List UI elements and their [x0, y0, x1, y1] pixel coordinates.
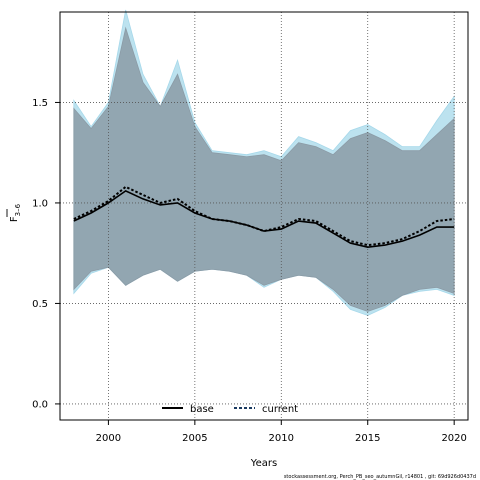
footer-credit: stockassessment.org, Perch_PB_seo_autumn…: [284, 474, 476, 480]
x-tick-label: 2010: [269, 433, 294, 444]
line-base: [73, 189, 455, 248]
legend-base-label: base: [190, 404, 214, 415]
y-axis-title-main: F: [9, 216, 20, 222]
x-axis-title: Years: [250, 458, 277, 469]
plot-frame: [59, 11, 469, 421]
confidence-bands: [73, 9, 455, 316]
legend: base current: [162, 404, 298, 415]
y-tick-label: 1.5: [32, 98, 48, 109]
x-axis: 2000 2005 2010 2015 2020: [96, 420, 467, 444]
band-base: [73, 26, 455, 312]
legend-current-label: current: [262, 404, 298, 415]
svg-text:F3–6: F3–6: [9, 203, 22, 222]
y-axis: 0.0 0.5 1.0 1.5: [32, 98, 60, 410]
x-tick-label: 2015: [355, 433, 380, 444]
x-tick-label: 2020: [441, 433, 466, 444]
series-lines: [73, 185, 455, 248]
y-axis-title-sub: 3–6: [14, 203, 22, 216]
x-tick-label: 2005: [182, 433, 207, 444]
grid-lines: [60, 12, 468, 420]
y-tick-label: 0.5: [32, 299, 48, 310]
y-tick-label: 0.0: [32, 399, 48, 410]
y-tick-label: 1.0: [32, 198, 48, 209]
line-current: [73, 185, 455, 247]
x-tick-label: 2000: [96, 433, 121, 444]
y-axis-title: F3–6: [6, 203, 22, 222]
